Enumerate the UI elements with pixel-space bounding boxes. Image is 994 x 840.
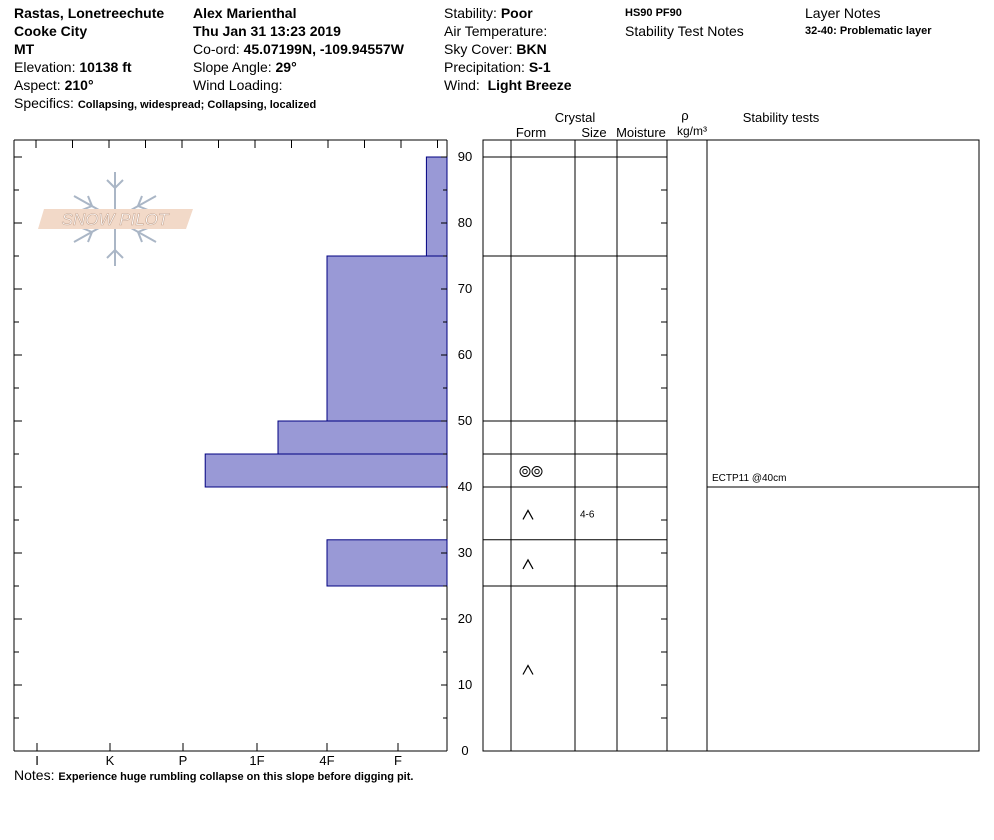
table-frame <box>482 139 980 752</box>
layer-table: 4-6 ECTP11 @40cm Crystal Form Size Moist… <box>482 108 980 752</box>
precip-row: Precipitation: S-1 <box>444 58 572 76</box>
layer-bar <box>326 539 448 587</box>
wind-loading-label: Wind Loading: <box>193 77 283 93</box>
coord-value: 45.07199N, -109.94557W <box>243 41 404 57</box>
notes-row: Notes: Experience huge rumbling collapse… <box>14 766 413 786</box>
elevation-value: 10138 ft <box>79 59 132 75</box>
slope-row: Slope Angle: 29° <box>193 58 404 76</box>
layer-bar <box>277 420 448 455</box>
hardness-tick-label: 4F <box>319 753 334 768</box>
grain-size: 4-6 <box>580 509 595 520</box>
wind-row: Wind: Light Breeze <box>444 76 572 94</box>
hardness-tick-label: F <box>394 753 402 768</box>
crystal-header: Crystal <box>555 110 596 125</box>
logo-banner <box>38 209 193 229</box>
coord-label: Co-ord: <box>193 41 240 57</box>
elevation-label: Elevation: <box>14 59 76 75</box>
height-tick-label: 30 <box>458 545 472 560</box>
slope-value: 29° <box>275 59 297 75</box>
rounded-grain-icon <box>534 468 540 475</box>
specifics-label: Specifics: <box>14 95 74 111</box>
layer-bar <box>326 255 448 422</box>
size-header: Size <box>581 125 606 140</box>
hs-pf-values: HS90 PF90 <box>625 7 682 19</box>
region-name: Cooke City <box>14 23 88 39</box>
aspect-label: Aspect: <box>14 77 61 93</box>
height-tick-label: 70 <box>458 281 472 296</box>
layer-note-1: 32-40: Problematic layer <box>805 25 932 37</box>
height-tick-label: 10 <box>458 677 472 692</box>
stability-label: Stability: <box>444 5 497 21</box>
density-unit-header: kg/m³ <box>677 124 707 138</box>
observer-name: Alex Marienthal <box>193 5 297 21</box>
coord-row: Co-ord: 45.07199N, -109.94557W <box>193 40 404 58</box>
height-tick-label: 40 <box>458 479 472 494</box>
stability-value: Poor <box>500 5 533 21</box>
faceted-grain-icon <box>522 558 534 570</box>
notes-label: Notes: <box>14 767 55 783</box>
height-tick-label: 60 <box>458 347 472 362</box>
hardness-tick-label: K <box>106 753 115 768</box>
logo-text: SNOW PILOT <box>62 210 170 229</box>
layer-bar <box>204 453 448 488</box>
observation-datetime: Thu Jan 31 13:23 2019 <box>193 23 341 39</box>
aspect-value: 210° <box>64 77 94 93</box>
notes-value: Experience huge rumbling collapse on thi… <box>58 771 414 783</box>
stability-test-result: ECTP11 @40cm <box>712 473 786 484</box>
hardness-tick-label: I <box>35 753 39 768</box>
precip-value: S-1 <box>528 59 551 75</box>
rounded-grain-icon <box>522 468 528 475</box>
faceted-grain-icon <box>522 664 534 675</box>
height-tick-label: 80 <box>458 215 472 230</box>
slope-label: Slope Angle: <box>193 59 272 75</box>
rounded-grain-icon <box>531 466 543 477</box>
precip-label: Precipitation: <box>444 59 525 75</box>
hardness-tick-label: 1F <box>249 753 264 768</box>
sky-row: Sky Cover: BKN <box>444 40 572 58</box>
stability-test-notes-title: Stability Test Notes <box>625 23 744 39</box>
wind-label: Wind: <box>444 77 480 93</box>
specifics-row: Specifics: Collapsing, widespread; Colla… <box>14 94 316 114</box>
layer-bar <box>425 156 448 257</box>
density-rho-header: ρ <box>681 108 688 123</box>
height-tick-label: 90 <box>458 149 472 164</box>
sky-label: Sky Cover: <box>444 41 513 57</box>
moisture-header: Moisture <box>616 125 666 140</box>
elevation-row: Elevation: 10138 ft <box>14 58 316 76</box>
location-name: Rastas, Lonetreechute <box>14 5 165 21</box>
form-header: Form <box>516 125 546 140</box>
height-tick-label: 0 <box>461 743 468 758</box>
stability-tests-header: Stability tests <box>743 110 820 125</box>
rounded-grain-icon <box>519 466 531 477</box>
layer-notes-title: Layer Notes <box>805 5 881 21</box>
height-tick-label: 20 <box>458 611 472 626</box>
stability-row: Stability: Poor <box>444 4 572 22</box>
height-tick-label: 50 <box>458 413 472 428</box>
aspect-row: Aspect: 210° <box>14 76 316 94</box>
faceted-grain-icon <box>522 509 534 520</box>
state-name: MT <box>14 41 35 57</box>
hardness-tick-label: P <box>179 753 188 768</box>
specifics-value: Collapsing, widespread; Collapsing, loca… <box>77 99 317 111</box>
air-temp-label: Air Temperature: <box>444 23 548 39</box>
sky-value: BKN <box>516 41 547 57</box>
wind-value: Light Breeze <box>487 77 572 93</box>
snowpilot-logo: SNOW PILOT <box>38 172 193 266</box>
